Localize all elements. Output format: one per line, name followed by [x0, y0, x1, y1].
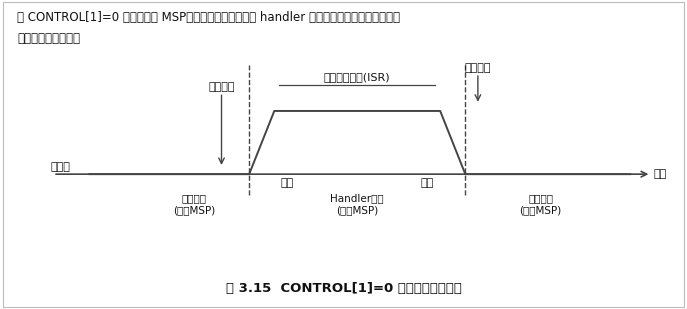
Text: 主程序: 主程序	[51, 163, 71, 172]
Text: 当 CONTROL[1]=0 时，只使用 MSP，此时用户程序和异常 handler 共享同一个堆栈。这也是复位: 当 CONTROL[1]=0 时，只使用 MSP，此时用户程序和异常 handl…	[17, 11, 400, 24]
Text: Handler模式
(使用MSP): Handler模式 (使用MSP)	[330, 193, 384, 215]
Text: 中断退出: 中断退出	[464, 63, 491, 73]
Text: 出栈: 出栈	[421, 178, 434, 188]
Text: 时间: 时间	[654, 169, 667, 179]
Text: 中断服务例程(ISR): 中断服务例程(ISR)	[324, 72, 390, 82]
Text: 图 3.15  CONTROL[1]=0 时的堆栈使用情况: 图 3.15 CONTROL[1]=0 时的堆栈使用情况	[225, 282, 462, 295]
Text: 后的缺省使用方式。: 后的缺省使用方式。	[17, 32, 80, 45]
Text: 线程模式
(使用MSP): 线程模式 (使用MSP)	[172, 193, 215, 215]
Text: 中断事件: 中断事件	[208, 83, 235, 92]
Text: 线程模式
(使用MSP): 线程模式 (使用MSP)	[519, 193, 562, 215]
Text: 入栈: 入栈	[280, 178, 293, 188]
